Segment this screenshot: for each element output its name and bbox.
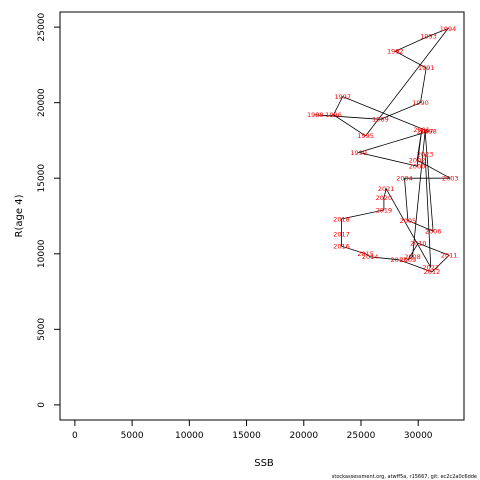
- year-label: 1990: [412, 99, 429, 107]
- year-label: 2008: [404, 253, 421, 261]
- year-label: 2006: [425, 227, 442, 235]
- x-tick-label: 25000: [347, 431, 376, 441]
- y-tick-label: 5000: [37, 318, 47, 341]
- x-tick-label: 20000: [289, 431, 318, 441]
- year-label: 2014: [362, 253, 379, 261]
- year-label: 2000: [409, 162, 426, 170]
- year-label: 2020: [376, 194, 393, 202]
- year-label: 1996: [325, 111, 342, 119]
- year-label: 2002: [409, 156, 426, 164]
- year-label: 2015: [357, 250, 374, 258]
- y-tick-label: 10000: [37, 239, 47, 268]
- sr-trajectory-line: [315, 27, 451, 273]
- year-label: 1989: [372, 116, 389, 124]
- x-axis: 0 5000 10000 15000 20000 25000 30000: [72, 419, 433, 441]
- year-label: 2011: [441, 252, 458, 260]
- year-label: 2021: [378, 185, 395, 193]
- x-axis-title: SSB: [254, 458, 274, 469]
- year-label: 1992: [387, 48, 404, 56]
- year-label: 2022: [423, 264, 440, 272]
- y-tick-label: 0: [37, 402, 47, 408]
- x-tick-label: 0: [72, 431, 78, 441]
- sr-series: [315, 27, 451, 273]
- year-label: 2003: [442, 175, 459, 183]
- x-tick-label: 5000: [121, 431, 144, 441]
- year-label: 2019: [376, 206, 393, 214]
- y-tick-label: 20000: [37, 88, 47, 117]
- year-label: 1995: [357, 132, 374, 140]
- year-label: 2023: [417, 150, 434, 158]
- year-label: 2013: [390, 256, 407, 264]
- year-label: 2005: [400, 217, 417, 225]
- year-label: 1999: [350, 149, 367, 157]
- year-label: 2017: [333, 230, 350, 238]
- x-tick-label: 10000: [175, 431, 204, 441]
- year-label: 2010: [410, 240, 427, 248]
- year-label: 2012: [424, 268, 441, 276]
- year-label: 2018: [333, 215, 350, 223]
- y-axis: 0 5000 10000 15000 20000 25000: [37, 13, 61, 408]
- x-tick-label: 15000: [232, 431, 261, 441]
- year-label: 2001: [413, 126, 430, 134]
- year-label: 1991: [418, 64, 435, 72]
- year-label: 2007: [417, 128, 434, 136]
- year-label: 1998: [420, 128, 437, 136]
- year-label: 1997: [334, 93, 351, 101]
- year-label: 2016: [333, 243, 350, 251]
- year-label: 1994: [440, 25, 457, 33]
- y-axis-title: R(age 4): [14, 194, 25, 237]
- footer-note: stockassessment.org, atwff5a, r15667, gi…: [332, 474, 477, 480]
- year-label: 2004: [396, 175, 413, 183]
- year-label: 1993: [420, 32, 437, 40]
- y-tick-label: 15000: [37, 164, 47, 193]
- year-label: 1988: [307, 111, 324, 119]
- y-tick-label: 25000: [37, 13, 47, 42]
- x-tick-label: 30000: [404, 431, 433, 441]
- year-label: 2009: [400, 256, 417, 264]
